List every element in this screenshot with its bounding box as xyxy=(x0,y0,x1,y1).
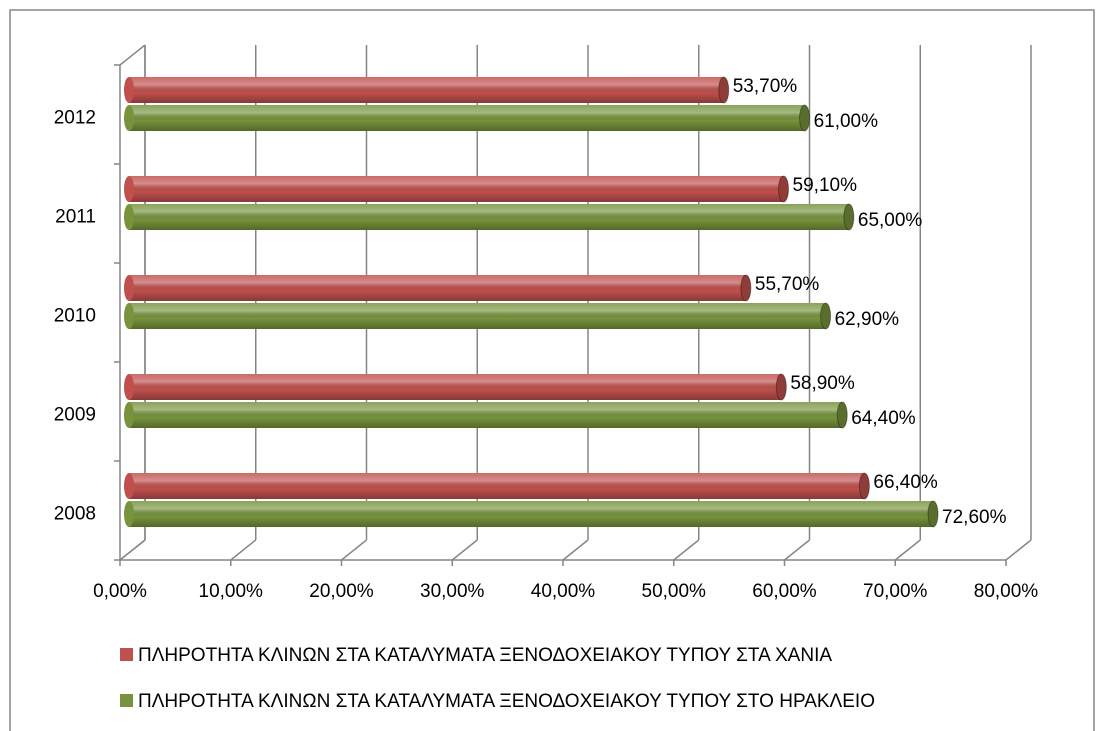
bar-end-cap xyxy=(836,401,848,429)
value-label: 61,00% xyxy=(814,111,879,132)
bar-end-shade xyxy=(799,105,810,131)
y-tick-label: 2010 xyxy=(54,306,96,327)
bar-shade xyxy=(129,303,826,329)
bar-end-shade xyxy=(718,77,729,103)
bar-shade xyxy=(129,275,746,301)
value-label: 65,00% xyxy=(858,210,923,231)
bar-end-cap xyxy=(799,104,811,132)
bar-start-cap xyxy=(124,275,134,301)
x-tick-label: 20,00% xyxy=(309,581,374,602)
x-tick-label: 40,00% xyxy=(531,581,596,602)
value-label: 66,40% xyxy=(873,472,938,493)
bar-start-cap xyxy=(124,374,134,400)
bar-shade xyxy=(129,374,782,400)
grid-floor-line xyxy=(784,539,810,561)
bar-shade xyxy=(129,77,724,103)
bar-shade xyxy=(129,105,805,131)
y-tick-label: 2009 xyxy=(54,405,96,426)
y-tick-label: 2008 xyxy=(54,504,96,525)
bar-end-shade xyxy=(776,374,787,400)
bar-shade xyxy=(129,204,849,230)
grid-floor-line xyxy=(894,539,921,561)
legend-label: ΠΛΗΡΟΤΗΤΑ ΚΛΙΝΩΝ ΣΤΑ ΚΑΤΑΛΥΜΑΤΑ ΞΕΝΟΔΟΧΕ… xyxy=(138,645,832,666)
bar-end-shade xyxy=(837,402,848,428)
grid-floor-line xyxy=(451,539,478,561)
legend-swatch xyxy=(120,694,133,707)
x-tick-label: 10,00% xyxy=(199,581,264,602)
bar-shade xyxy=(129,176,784,202)
bar-start-cap xyxy=(124,402,134,428)
bar-end-cap xyxy=(778,175,790,203)
bar-end-cap xyxy=(740,274,752,302)
wall-edge xyxy=(119,44,146,66)
bar-end-shade xyxy=(843,204,854,230)
bar-start-cap xyxy=(124,176,134,202)
bar-start-cap xyxy=(124,473,134,499)
y-tick-label: 2011 xyxy=(55,207,96,228)
value-label: 53,70% xyxy=(733,76,798,97)
grid-floor-line xyxy=(341,539,367,561)
bar-end-shade xyxy=(778,176,789,202)
value-label: 58,90% xyxy=(790,373,855,394)
legend-swatch xyxy=(120,648,133,661)
bar-end-shade xyxy=(820,303,831,329)
bar-end-cap xyxy=(927,500,939,528)
chart-border xyxy=(9,9,1095,731)
bar-start-cap xyxy=(124,303,134,329)
x-tick-label: 50,00% xyxy=(642,581,707,602)
bar-end-cap xyxy=(843,203,855,231)
bar-shade xyxy=(129,501,934,527)
value-label: 62,90% xyxy=(835,309,900,330)
bar-end-cap xyxy=(858,472,870,500)
bar-end-cap xyxy=(775,373,787,401)
bar-end-cap xyxy=(820,302,832,330)
bar-start-cap xyxy=(124,77,134,103)
y-tick-label: 2012 xyxy=(54,108,96,129)
bar-end-shade xyxy=(859,473,870,499)
bar-shade xyxy=(129,473,865,499)
grid-floor-line xyxy=(119,539,146,561)
value-label: 72,60% xyxy=(942,507,1007,528)
bar-start-cap xyxy=(124,105,134,131)
grid-floor-line xyxy=(673,539,700,561)
bar-shade xyxy=(129,402,843,428)
grid-floor-line xyxy=(230,539,257,561)
x-tick-label: 70,00% xyxy=(863,581,928,602)
x-tick-label: 80,00% xyxy=(974,581,1039,602)
legend-label: ΠΛΗΡΟΤΗΤΑ ΚΛΙΝΩΝ ΣΤΑ ΚΑΤΑΛΥΜΑΤΑ ΞΕΝΟΔΟΧΕ… xyxy=(138,691,875,712)
bar-end-cap xyxy=(718,76,730,104)
value-label: 55,70% xyxy=(755,274,820,295)
bars xyxy=(124,76,939,528)
value-label: 64,40% xyxy=(851,408,916,429)
grid-floor-line xyxy=(1005,539,1032,561)
x-tick-label: 60,00% xyxy=(752,581,817,602)
bar-start-cap xyxy=(124,501,134,527)
bar-start-cap xyxy=(124,204,134,230)
grid-floor-line xyxy=(562,539,589,561)
labels: 0,00% 10,00% 20,00% 30,00% 40,00% 50,00% 60,00… xyxy=(54,76,1039,712)
x-tick-label: 30,00% xyxy=(420,581,485,602)
x-tick-label: 0,00% xyxy=(93,581,147,602)
value-label: 59,10% xyxy=(793,175,858,196)
bar-end-shade xyxy=(740,275,751,301)
bar-end-shade xyxy=(928,501,939,527)
